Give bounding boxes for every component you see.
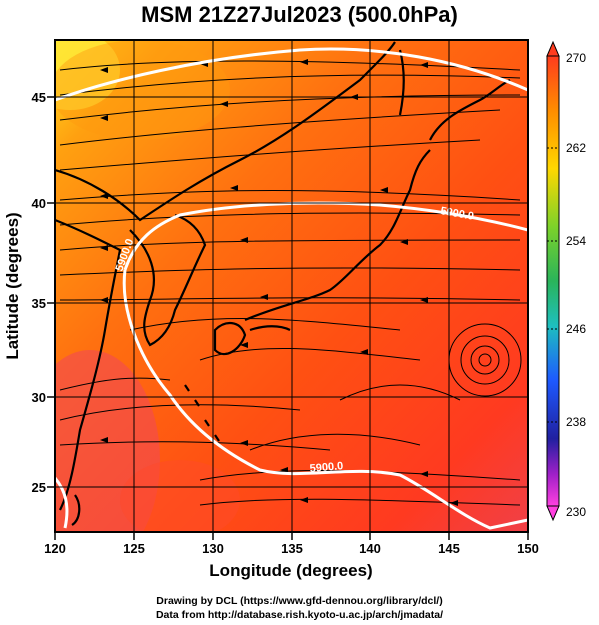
colorbar-label: 262 — [566, 141, 586, 155]
x-tick-label: 140 — [359, 541, 381, 556]
japan-hokkaido — [429, 79, 511, 141]
x-tick-label: 120 — [44, 541, 66, 556]
x-tick-label: 150 — [517, 541, 539, 556]
cyclone-ring — [460, 335, 510, 385]
contour-label: 5900.0 — [309, 460, 344, 475]
x-tick-label: 130 — [202, 541, 224, 556]
colorbar-bottom-triangle — [546, 505, 560, 522]
y-tick-label: 30 — [32, 390, 46, 405]
x-axis-label: Longitude (degrees) — [209, 561, 372, 580]
x-tick-label: 145 — [438, 541, 460, 556]
colorbar-top-triangle — [546, 40, 560, 57]
contour-label: 5900.0 — [439, 205, 474, 223]
cool-patch — [55, 40, 230, 140]
taiwan — [71, 494, 81, 526]
colorbar-label: 230 — [566, 505, 586, 519]
coastlines — [55, 41, 511, 526]
colorbar-label: 246 — [566, 322, 586, 336]
axis-ticks — [47, 96, 529, 540]
y-tick-label: 35 — [32, 296, 46, 311]
lat-lon-grid — [55, 40, 528, 532]
y-tick-label: 45 — [32, 90, 46, 105]
china-coast — [55, 218, 122, 511]
map-title: MSM 21Z27Jul2023 (500.0hPa) — [141, 2, 458, 27]
colorbar-label: 270 — [566, 51, 586, 65]
y-tick-label: 40 — [32, 196, 46, 211]
ryukyu-islands — [184, 384, 220, 442]
warm-patch — [120, 460, 240, 532]
footer-credit-data: Data from http://database.rish.kyoto-u.a… — [155, 609, 444, 621]
y-tick-labels: 45 40 35 30 25 — [32, 90, 46, 495]
colorbar-gradient — [546, 55, 560, 507]
cool-patch — [55, 40, 120, 110]
wind-arrows — [100, 59, 458, 506]
russia-coast — [55, 41, 396, 222]
y-axis-label: Latitude (degrees) — [3, 212, 22, 359]
japan-kyushu — [213, 322, 247, 356]
y-tick-label: 25 — [32, 480, 46, 495]
x-tick-labels: 120 125 130 135 140 145 150 — [44, 541, 539, 556]
japan-honshu — [244, 149, 431, 322]
footer-credit-drawing: Drawing by DCL (https://www.gfd-dennou.o… — [156, 595, 443, 607]
korean-peninsula — [129, 213, 207, 347]
colorbar: 270 262 254 246 238 230 — [546, 40, 586, 522]
cyclone-center — [478, 353, 492, 367]
colorbar-label: 238 — [566, 415, 586, 429]
x-tick-label: 135 — [281, 541, 303, 556]
colorbar-label: 254 — [566, 234, 586, 248]
x-tick-label: 125 — [123, 541, 145, 556]
cyclone-ring — [470, 345, 500, 375]
japan-shikoku — [249, 325, 291, 332]
